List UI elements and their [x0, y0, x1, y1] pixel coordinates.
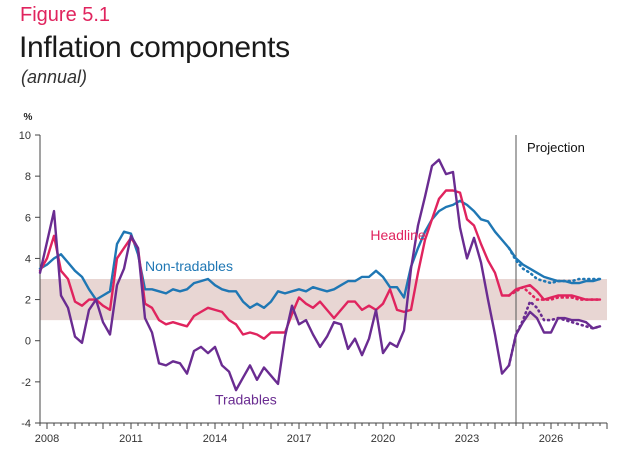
series-tradables-alternative-projection-line	[507, 300, 602, 367]
y-tick-label: 2	[25, 295, 31, 307]
x-tick-label: 2023	[455, 433, 479, 445]
label-tradables: Tradables	[215, 391, 277, 407]
series-non-tradables-alternative-projection-line	[507, 246, 602, 285]
y-tick-label: 10	[19, 130, 31, 142]
x-tick-label: 2020	[371, 433, 395, 445]
y-tick-label: 4	[25, 253, 31, 265]
x-tick-label: 2026	[539, 433, 563, 445]
x-tick-label: 2011	[119, 433, 143, 445]
y-tick-label: -4	[21, 418, 31, 430]
label-headline: Headline	[370, 227, 425, 243]
x-tick-label: 2008	[35, 433, 59, 445]
y-tick-label: 8	[25, 171, 31, 183]
y-tick-label: 6	[25, 212, 31, 224]
projection-label: Projection	[527, 140, 585, 155]
chart-subtitle: (annual)	[21, 67, 88, 87]
y-tick-label: 0	[25, 336, 31, 348]
chart-title: Inflation components	[19, 31, 290, 64]
y-axis-label: %	[24, 112, 33, 123]
figure-label: Figure 5.1	[20, 4, 111, 26]
target-band	[40, 279, 607, 321]
x-tick-label: 2017	[287, 433, 311, 445]
y-tick-label: -2	[21, 377, 31, 389]
label-non-tradables: Non-tradables	[145, 258, 233, 274]
x-tick-label: 2014	[203, 433, 227, 445]
series-tradables-line	[38, 158, 602, 392]
